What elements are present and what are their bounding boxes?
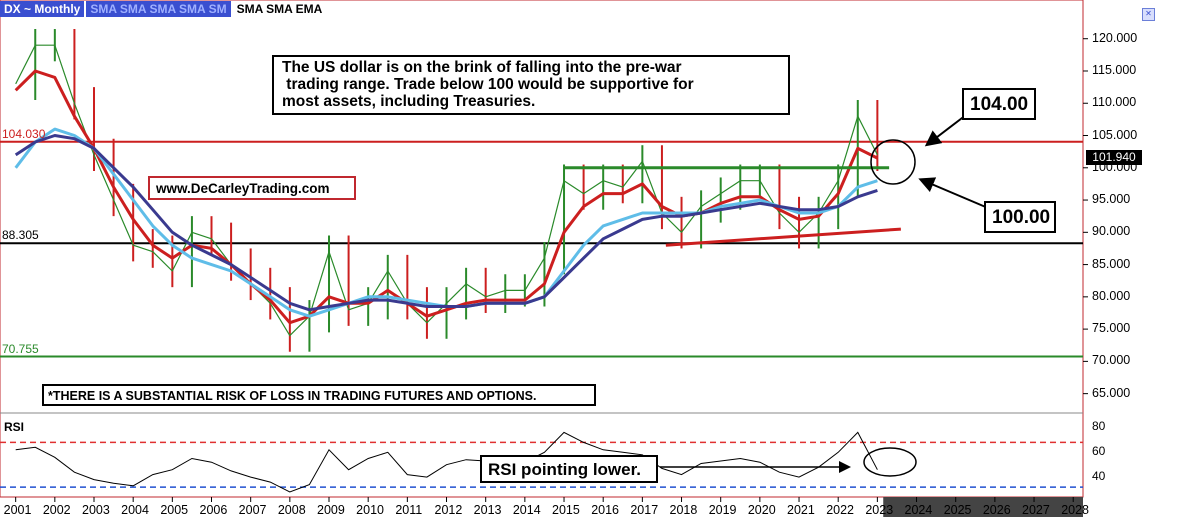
- close-icon[interactable]: ✕: [1142, 8, 1155, 21]
- rsi-tick-label: 60: [1092, 444, 1106, 459]
- rsi-title: RSI: [4, 420, 25, 434]
- x-tick-label: 2023: [865, 503, 894, 517]
- level-label: 70.755: [2, 341, 39, 356]
- x-tick-label: 2022: [826, 503, 854, 517]
- x-tick-label: 2017: [630, 503, 659, 517]
- series-line: [14, 69, 879, 325]
- note-line: most assets, including Treasuries.: [282, 93, 536, 110]
- x-tick-label: 2014: [512, 503, 541, 517]
- callout-104: 104.00: [962, 88, 1036, 120]
- series-line: [15, 44, 878, 337]
- future-shade: [883, 497, 1083, 517]
- callout-100: 100.00: [984, 201, 1056, 233]
- symbol-label[interactable]: DX ~ Monthly: [0, 1, 85, 17]
- x-tick-label: 2004: [121, 503, 149, 517]
- x-tick-label: 2010: [356, 503, 384, 517]
- series-line: [14, 134, 878, 312]
- x-tick-label: 2021: [787, 503, 815, 517]
- y-tick-label: 110.000: [1092, 95, 1137, 110]
- rsi-line: [15, 431, 878, 493]
- y-tick-label: 75.000: [1092, 321, 1131, 336]
- x-tick-label: 2026: [982, 503, 1011, 517]
- trend-line: [665, 227, 901, 247]
- risk-disclaimer: *THERE IS A SUBSTANTIAL RISK OF LOSS IN …: [42, 384, 596, 406]
- rsi-tick-label: 40: [1092, 469, 1106, 484]
- x-tick-label: 2019: [708, 503, 737, 517]
- x-tick-label: 2015: [552, 503, 580, 517]
- rsi-note: RSI pointing lower.: [480, 455, 658, 483]
- x-tick-label: 2007: [238, 503, 267, 517]
- x-tick-label: 2020: [747, 503, 776, 517]
- level-label: 88.305: [2, 228, 39, 243]
- y-tick-label: 120.000: [1092, 30, 1138, 45]
- trend-lines: [564, 166, 901, 247]
- studies-label: SMA SMA EMA: [236, 2, 323, 16]
- circle-mark: [870, 139, 916, 185]
- studies-dropdown[interactable]: SMA SMA SMA SMA SM: [86, 1, 231, 17]
- x-tick-label: 2006: [199, 503, 228, 517]
- annotation-marks: [660, 114, 989, 477]
- x-tick-label: 2003: [82, 503, 110, 517]
- commentary-note: The US dollar is on the brink of falling…: [272, 55, 790, 115]
- y-tick-label: 70.000: [1092, 353, 1131, 368]
- y-tick-label: 105.000: [1092, 127, 1138, 142]
- y-tick-label: 80.000: [1092, 288, 1131, 303]
- x-tick-label: 2012: [434, 503, 463, 517]
- website-label: www.DeCarleyTrading.com: [148, 176, 356, 200]
- x-tick-label: 2025: [943, 503, 972, 517]
- y-tick-label: 100.000: [1092, 159, 1138, 174]
- x-tick-label: 2024: [904, 503, 933, 517]
- x-tick-label: 2009: [317, 503, 345, 517]
- rsi-panel: [0, 431, 1083, 493]
- x-tick-label: 2001: [3, 503, 32, 517]
- x-tick-label: 2018: [669, 503, 698, 517]
- chart-header: DX ~ Monthly SMA SMA SMA SMA SM SMA SMA …: [0, 0, 322, 18]
- y-tick-label: 85.000: [1092, 256, 1131, 271]
- y-tick-label: 90.000: [1092, 224, 1131, 239]
- x-tick-label: 2027: [1022, 503, 1050, 517]
- y-tick-label: 95.000: [1092, 192, 1131, 207]
- moving-averages: [14, 44, 879, 337]
- x-tick-label: 2011: [395, 503, 423, 517]
- note-line: The US dollar is on the brink of falling…: [282, 59, 682, 76]
- x-tick-label: 2013: [473, 503, 502, 517]
- y-tick-label: 65.000: [1092, 385, 1131, 400]
- rsi-tick-label: 80: [1092, 419, 1106, 434]
- x-tick-label: 2008: [277, 503, 306, 517]
- note-line: trading range. Trade below 100 would be …: [282, 76, 694, 93]
- rsi-circle-mark: [863, 447, 917, 477]
- x-tick-label: 2005: [160, 503, 189, 517]
- level-label: 104.030: [2, 126, 46, 141]
- arrow-100: [918, 177, 989, 209]
- x-tick-label: 2002: [42, 503, 71, 517]
- y-tick-label: 115.000: [1092, 62, 1137, 77]
- arrow-104: [924, 114, 967, 147]
- x-tick-label: 2028: [1061, 503, 1090, 517]
- last-value-badge: 101.940: [1086, 150, 1142, 165]
- x-tick-label: 2016: [591, 503, 619, 517]
